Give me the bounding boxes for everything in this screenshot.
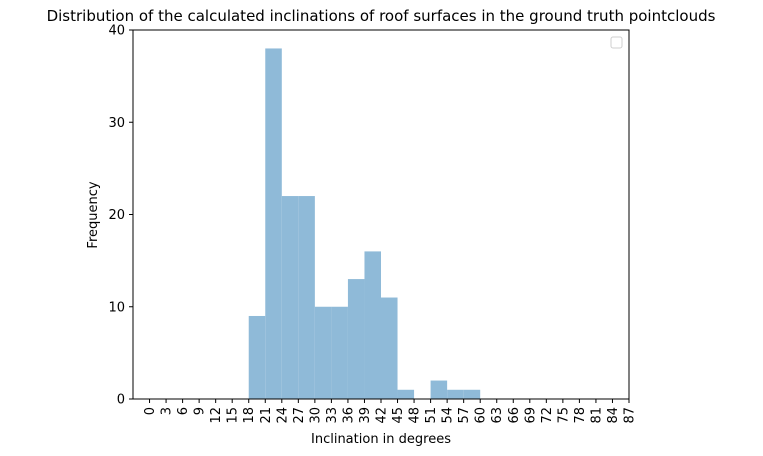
x-tick-label: 39 bbox=[358, 407, 373, 424]
x-tick-label: 9 bbox=[193, 407, 208, 415]
x-tick-label: 72 bbox=[540, 407, 555, 424]
histogram-bar-54 bbox=[447, 389, 464, 399]
x-tick-label: 48 bbox=[408, 407, 423, 424]
y-axis: 0 10 20 30 40 bbox=[108, 24, 133, 408]
histogram-bar-36 bbox=[347, 279, 365, 399]
legend-box bbox=[610, 36, 623, 49]
x-tick-label: 36 bbox=[341, 407, 356, 424]
histogram-bar-27 bbox=[298, 196, 315, 399]
x-tick-label: 24 bbox=[275, 407, 290, 424]
x-tick-label: 27 bbox=[292, 407, 307, 424]
y-axis-label: Frequency bbox=[86, 181, 101, 248]
x-axis: 0 3 6 9 12 15 18 21 24 27 30 33 36 39 42 45 48 51 54 57 60 63… bbox=[143, 399, 638, 424]
histogram-bar-24 bbox=[281, 196, 299, 399]
histogram-bar-57 bbox=[463, 389, 481, 399]
x-tick-label: 66 bbox=[507, 407, 522, 424]
histogram-bar-30 bbox=[314, 306, 332, 399]
x-tick-label: 45 bbox=[391, 407, 406, 424]
x-tick-label: 81 bbox=[589, 407, 604, 424]
x-tick-label: 12 bbox=[209, 407, 224, 424]
y-tick-label: 20 bbox=[108, 208, 125, 223]
histogram-bar-18 bbox=[248, 315, 266, 399]
x-tick-label: 42 bbox=[375, 407, 390, 424]
x-tick-label: 15 bbox=[226, 407, 241, 424]
x-tick-label: 75 bbox=[556, 407, 571, 424]
x-tick-label: 54 bbox=[441, 407, 456, 424]
bars-group bbox=[248, 48, 481, 399]
x-tick-label: 51 bbox=[424, 407, 439, 424]
x-tick-label: 60 bbox=[474, 407, 489, 424]
x-tick-label: 3 bbox=[160, 407, 175, 415]
x-tick-label: 78 bbox=[573, 407, 588, 424]
x-tick-label: 84 bbox=[606, 407, 621, 424]
y-tick-label: 40 bbox=[108, 24, 125, 39]
x-axis-label: Inclination in degrees bbox=[311, 432, 451, 447]
histogram-bar-39 bbox=[364, 251, 381, 399]
y-tick-label: 30 bbox=[108, 116, 125, 131]
histogram-bar-42 bbox=[381, 297, 398, 399]
x-tick-label: 33 bbox=[325, 407, 340, 424]
x-tick-label: 6 bbox=[176, 407, 191, 415]
y-tick-label: 0 bbox=[117, 393, 125, 408]
x-tick-label: 18 bbox=[242, 407, 257, 424]
histogram-bar-21 bbox=[265, 48, 282, 399]
x-tick-label: 21 bbox=[259, 407, 274, 424]
histogram-bar-45 bbox=[397, 389, 415, 399]
chart-title: Distribution of the calculated inclinati… bbox=[47, 7, 716, 25]
x-tick-label: 30 bbox=[308, 407, 323, 424]
x-tick-label: 0 bbox=[143, 407, 158, 415]
y-tick-label: 10 bbox=[108, 300, 125, 315]
x-tick-label: 87 bbox=[623, 407, 638, 424]
histogram-bar-33 bbox=[331, 306, 348, 399]
x-tick-label: 63 bbox=[490, 407, 505, 424]
x-tick-label: 57 bbox=[457, 407, 472, 424]
histogram-bar-51 bbox=[430, 380, 448, 399]
x-tick-label: 69 bbox=[523, 407, 538, 424]
